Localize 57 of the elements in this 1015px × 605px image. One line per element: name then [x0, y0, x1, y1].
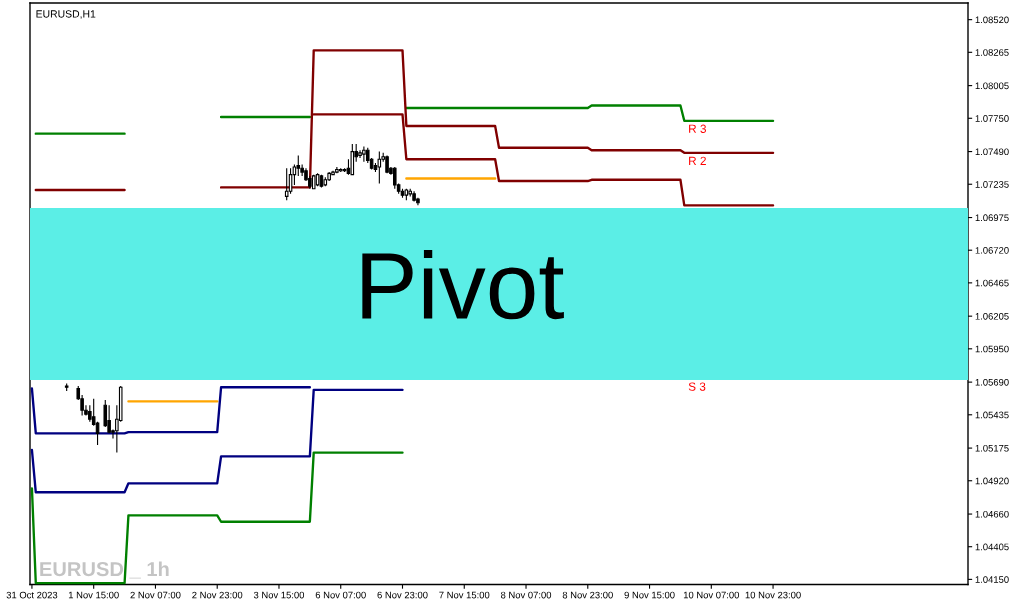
x-tick-label: 10 Nov 23:00 [745, 591, 801, 599]
y-tick-label: 1.06975 [975, 214, 1009, 222]
x-tick-label: 8 Nov 23:00 [562, 591, 613, 599]
line-series [30, 388, 404, 494]
y-tick-label: 1.07235 [975, 181, 1009, 188]
y-tick-label: 1.05690 [975, 378, 1009, 386]
x-tick-label: 9 Nov 15:00 [624, 591, 675, 599]
line-series [30, 451, 404, 585]
y-tick-label: 1.05435 [975, 411, 1009, 419]
candlestick [362, 145, 366, 163]
y-tick-label: 1.06465 [975, 279, 1009, 287]
x-tick-label: 2 Nov 07:00 [130, 591, 181, 599]
x-tick-label: 1 Nov 15:00 [68, 591, 119, 599]
text: EURUSD,H1 [36, 10, 96, 19]
x-tick-label: 6 Nov 07:00 [315, 591, 366, 599]
candlestick [311, 174, 316, 190]
y-tick-label: 1.06205 [975, 312, 1009, 320]
candlestick [338, 167, 343, 173]
x-tick-label: 7 Nov 15:00 [439, 591, 490, 599]
candlestick [64, 382, 69, 392]
annotation: EURUSD _ 1h [40, 561, 169, 579]
y-tick-label: 1.08005 [975, 82, 1009, 90]
line-series [30, 386, 312, 435]
candlestick [392, 166, 397, 190]
x-tick-label: 6 Nov 23:00 [377, 591, 428, 599]
candlestick [400, 188, 405, 199]
x-tick-label: 3 Nov 15:00 [253, 591, 305, 599]
y-tick-label: 1.07490 [975, 148, 1009, 156]
y-tick-label: 1.06720 [975, 247, 1009, 254]
candlestick [385, 154, 389, 174]
candlestick [404, 188, 409, 201]
y-tick-label: 1.05175 [975, 444, 1009, 452]
candlestick [350, 143, 355, 176]
text: Pivot [362, 249, 564, 320]
candlestick [284, 167, 289, 201]
candlestick [107, 404, 111, 434]
y-tick-label: 1.07750 [975, 115, 1009, 122]
x-tick-label: 10 Nov 07:00 [683, 591, 740, 599]
x-tick-label: 2 Nov 23:00 [192, 591, 243, 599]
y-tick-label: 1.08520 [975, 16, 1009, 24]
x-tick-label: 8 Nov 07:00 [500, 591, 552, 599]
x-tick-label: 31 Oct 2023 [6, 591, 58, 599]
y-tick-label: 1.04660 [975, 510, 1009, 518]
y-tick-label: 1.04150 [975, 576, 1009, 583]
series-label: R 2 [689, 156, 706, 165]
y-tick-label: 1.04405 [975, 543, 1009, 551]
candlestick [335, 166, 339, 174]
annotation: S 3 [688, 382, 706, 391]
candlestick [327, 171, 331, 182]
candlestick [412, 190, 416, 203]
series-label: R 3 [689, 124, 706, 133]
candlestick [315, 172, 320, 187]
candlestick [323, 176, 328, 187]
y-tick-label: 1.05950 [975, 345, 1009, 353]
candlestick [377, 151, 382, 185]
y-tick-label: 1.08265 [975, 49, 1009, 56]
y-tick-label: 1.04920 [975, 477, 1009, 485]
